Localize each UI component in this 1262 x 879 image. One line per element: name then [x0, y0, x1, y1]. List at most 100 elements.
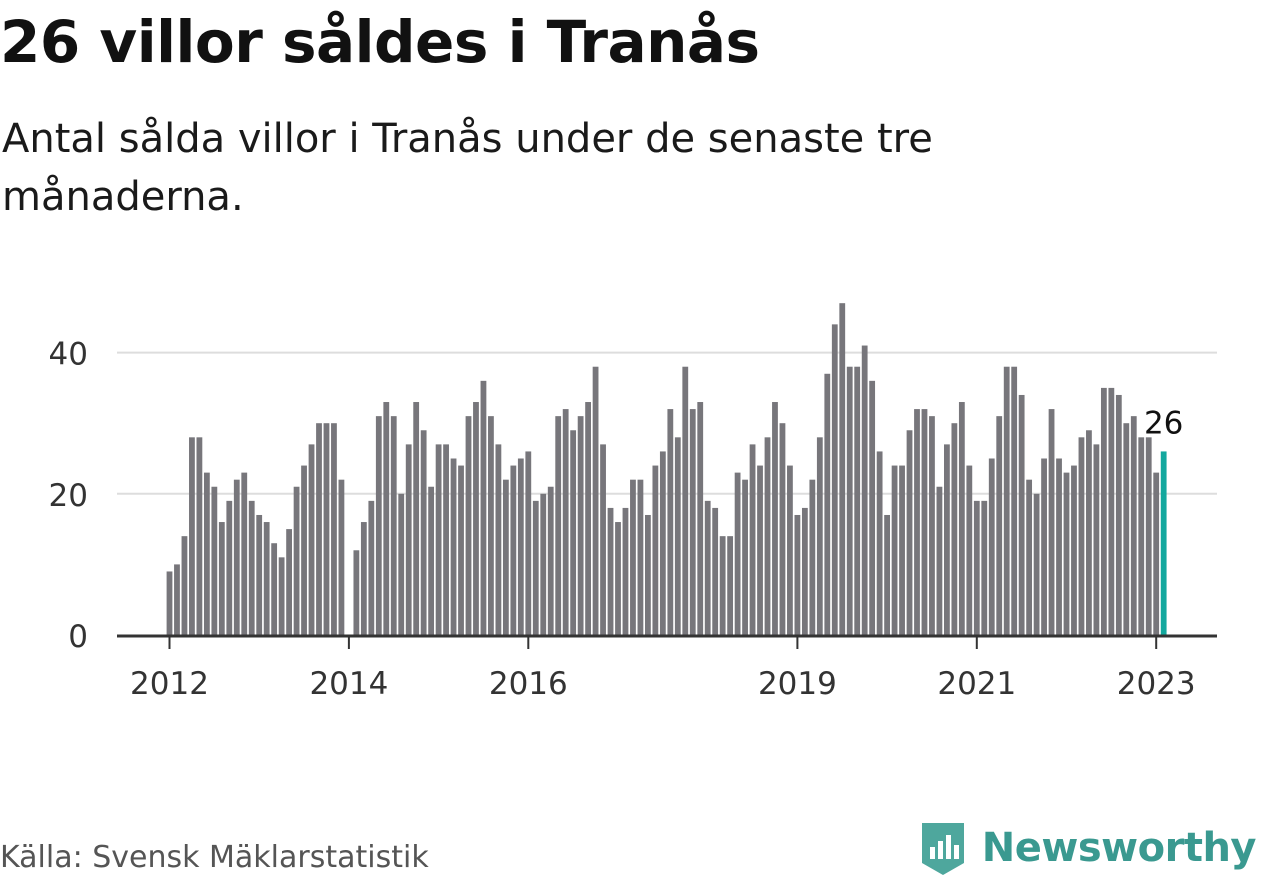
- y-tick-label: 0: [68, 619, 88, 655]
- bar: [973, 500, 980, 635]
- bar: [734, 472, 741, 635]
- bar: [764, 437, 771, 635]
- bar: [958, 402, 965, 635]
- bar: [809, 479, 816, 635]
- bar: [331, 423, 337, 635]
- bar: [1108, 387, 1115, 635]
- source-note: Källa: Svensk Mäklarstatistik: [0, 840, 429, 875]
- bar: [1123, 423, 1130, 635]
- bar: [181, 536, 188, 635]
- x-tick-label: 2012: [130, 666, 209, 702]
- bar: [286, 529, 292, 635]
- bar: [876, 451, 883, 635]
- bar: [263, 522, 270, 635]
- bar: [1033, 493, 1040, 635]
- bar: [1115, 394, 1122, 635]
- bar: [293, 486, 300, 635]
- bar: [839, 303, 846, 635]
- bar: [525, 451, 532, 635]
- bar: [547, 486, 554, 635]
- bar: [555, 416, 562, 635]
- bar: [727, 536, 734, 635]
- bar: [510, 465, 517, 635]
- bar: [749, 444, 756, 635]
- bar: [697, 402, 704, 635]
- bar: [704, 500, 711, 635]
- bar: [338, 479, 345, 635]
- bar: [816, 437, 823, 635]
- bar: [899, 465, 905, 635]
- bar: [502, 479, 509, 635]
- bar: [787, 465, 793, 635]
- bar: [951, 423, 958, 635]
- bar: [271, 543, 278, 635]
- bar: [1011, 366, 1018, 635]
- brand-name: Newsworthy: [981, 825, 1257, 871]
- bar: [1093, 444, 1100, 635]
- bar: [861, 345, 868, 635]
- x-tick-label: 2019: [758, 666, 837, 702]
- bar: [570, 430, 577, 635]
- bar: [622, 507, 629, 635]
- y-tick-label: 20: [49, 478, 88, 514]
- bar: [562, 409, 569, 635]
- bar: [988, 458, 995, 635]
- bar: [174, 564, 180, 635]
- bar: [540, 493, 547, 635]
- bar: [1018, 394, 1025, 635]
- bar: [480, 380, 487, 635]
- bar: [846, 366, 853, 635]
- bar: [465, 416, 472, 635]
- bar: [914, 409, 920, 635]
- bar: [929, 416, 935, 635]
- bar: [607, 507, 614, 635]
- bar: [1003, 366, 1010, 635]
- bar: [241, 472, 248, 635]
- bar: [375, 416, 382, 635]
- bar: [226, 500, 233, 635]
- bar: [383, 402, 390, 635]
- bar: [488, 416, 494, 635]
- bar: [742, 479, 748, 635]
- bar: [398, 493, 405, 635]
- bar: [428, 486, 435, 635]
- brand-logo: Newsworthy: [918, 818, 1257, 878]
- bar: [944, 444, 950, 635]
- bar: [390, 416, 397, 635]
- bar: [891, 465, 898, 635]
- bar: [592, 366, 599, 635]
- bar: [645, 514, 651, 635]
- bar: [420, 430, 427, 635]
- bar: [884, 514, 890, 635]
- bar: [256, 514, 263, 635]
- bar: [1138, 437, 1145, 635]
- bar: [831, 324, 838, 635]
- bar: [637, 479, 644, 635]
- bar: [435, 444, 442, 635]
- bar: [189, 437, 195, 635]
- x-tick-label: 2016: [489, 666, 568, 702]
- bar: [166, 571, 173, 635]
- bar: [966, 465, 973, 635]
- bar: [981, 500, 988, 635]
- chart-subtitle: Antal sålda villor i Tranås under de sen…: [2, 116, 933, 220]
- bar: [301, 465, 307, 635]
- bar: [308, 444, 315, 635]
- bar: [652, 465, 659, 635]
- bar: [936, 486, 943, 635]
- bar: [413, 402, 420, 635]
- bar: [615, 522, 621, 635]
- bar: [674, 437, 681, 635]
- bar: [1078, 437, 1085, 635]
- bar: [600, 444, 606, 635]
- bar: [712, 507, 719, 635]
- bar: [405, 444, 412, 635]
- x-tick-label: 2023: [1117, 666, 1196, 702]
- chart-title: 26 villor såldes i Tranås: [0, 8, 760, 76]
- bar: [630, 479, 636, 635]
- bar: [360, 522, 367, 635]
- bar: [996, 416, 1003, 635]
- bar: [233, 479, 240, 635]
- x-tick-label: 2014: [309, 666, 388, 702]
